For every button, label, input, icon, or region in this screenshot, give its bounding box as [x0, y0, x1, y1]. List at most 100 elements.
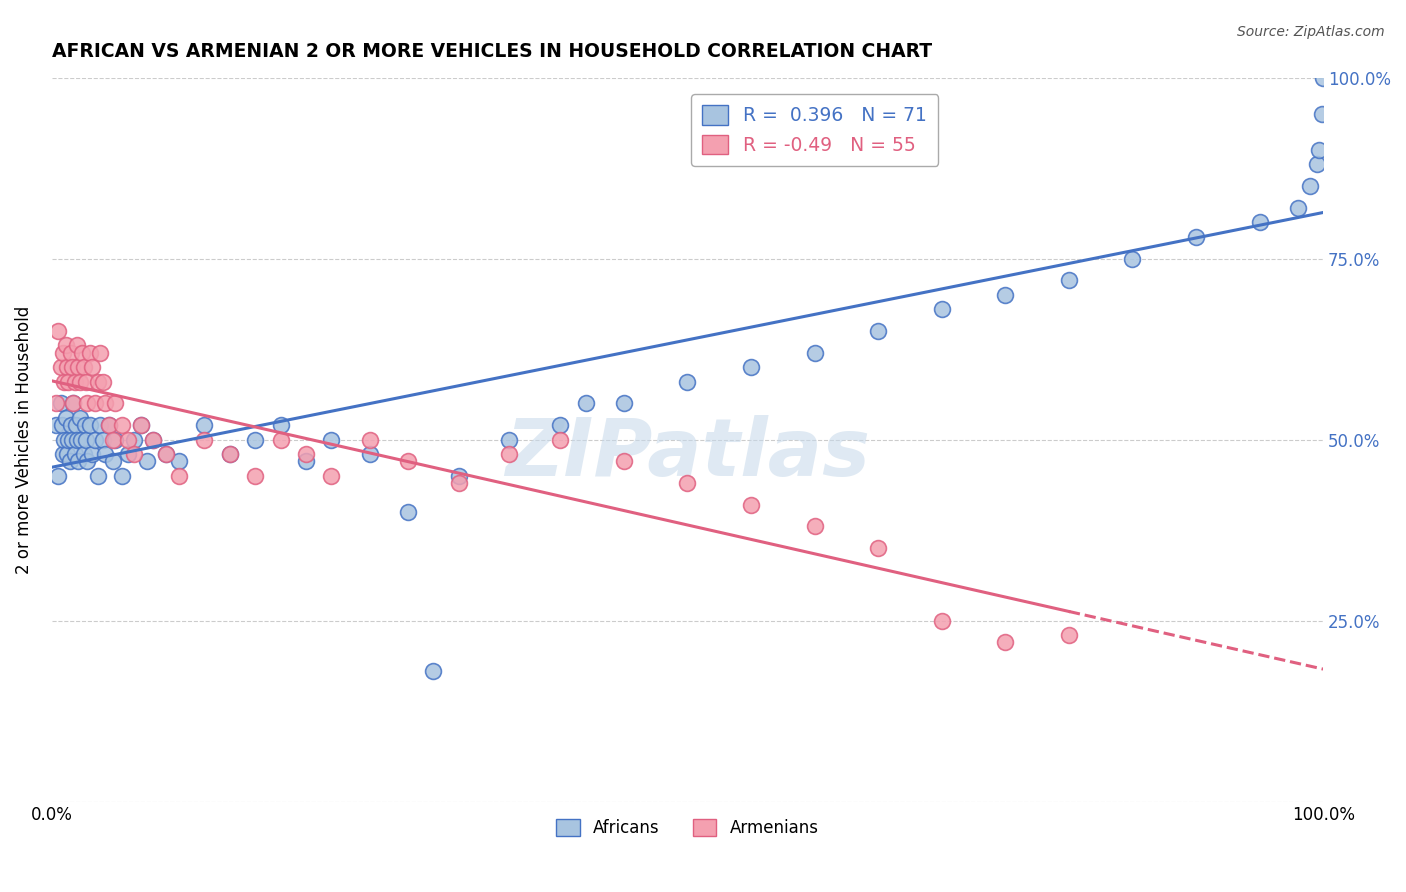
Point	[136, 454, 159, 468]
Text: AFRICAN VS ARMENIAN 2 OR MORE VEHICLES IN HOUSEHOLD CORRELATION CHART: AFRICAN VS ARMENIAN 2 OR MORE VEHICLES I…	[52, 42, 932, 61]
Point	[550, 418, 572, 433]
Point	[86, 375, 108, 389]
Point	[218, 447, 240, 461]
Point	[359, 447, 381, 461]
Point	[295, 447, 318, 461]
Point	[46, 324, 69, 338]
Point	[129, 418, 152, 433]
Point	[1308, 143, 1330, 157]
Point	[65, 418, 87, 433]
Point	[142, 433, 165, 447]
Point	[1312, 70, 1334, 85]
Point	[79, 418, 101, 433]
Point	[1286, 201, 1309, 215]
Point	[91, 433, 114, 447]
Point	[740, 498, 762, 512]
Point	[117, 433, 139, 447]
Point	[49, 360, 72, 375]
Point	[321, 433, 343, 447]
Point	[931, 302, 953, 317]
Point	[396, 454, 419, 468]
Point	[243, 433, 266, 447]
Point	[59, 418, 82, 433]
Point	[1185, 230, 1208, 244]
Point	[97, 418, 120, 433]
Point	[218, 447, 240, 461]
Point	[69, 410, 91, 425]
Point	[45, 418, 67, 433]
Point	[868, 324, 890, 338]
Point	[155, 447, 177, 461]
Point	[1310, 107, 1333, 121]
Point	[575, 396, 598, 410]
Point	[167, 468, 190, 483]
Point	[94, 396, 117, 410]
Point	[59, 345, 82, 359]
Point	[270, 433, 292, 447]
Point	[67, 454, 90, 468]
Point	[498, 447, 520, 461]
Point	[89, 345, 111, 359]
Point	[803, 345, 825, 359]
Point	[422, 665, 444, 679]
Point	[97, 418, 120, 433]
Point	[51, 418, 73, 433]
Point	[193, 418, 215, 433]
Point	[111, 418, 134, 433]
Point	[124, 433, 146, 447]
Point	[84, 433, 107, 447]
Point	[66, 338, 89, 352]
Point	[167, 454, 190, 468]
Point	[52, 447, 75, 461]
Point	[129, 418, 152, 433]
Point	[613, 454, 636, 468]
Point	[931, 614, 953, 628]
Point	[75, 433, 97, 447]
Point	[69, 375, 91, 389]
Point	[58, 375, 80, 389]
Point	[994, 287, 1017, 301]
Point	[72, 447, 94, 461]
Point	[243, 468, 266, 483]
Point	[58, 433, 80, 447]
Point	[53, 375, 76, 389]
Y-axis label: 2 or more Vehicles in Household: 2 or more Vehicles in Household	[15, 305, 32, 574]
Point	[55, 410, 77, 425]
Point	[270, 418, 292, 433]
Point	[142, 433, 165, 447]
Point	[1057, 628, 1080, 642]
Point	[550, 433, 572, 447]
Point	[676, 476, 699, 491]
Point	[117, 447, 139, 461]
Point	[1249, 215, 1271, 229]
Point	[63, 375, 86, 389]
Point	[70, 433, 93, 447]
Point	[498, 433, 520, 447]
Point	[868, 541, 890, 556]
Point	[86, 468, 108, 483]
Legend: Africans, Armenians: Africans, Armenians	[550, 813, 825, 844]
Point	[1057, 273, 1080, 287]
Point	[1299, 179, 1322, 194]
Point	[124, 447, 146, 461]
Text: Source: ZipAtlas.com: Source: ZipAtlas.com	[1237, 25, 1385, 39]
Point	[1121, 252, 1143, 266]
Point	[62, 396, 84, 410]
Point	[76, 454, 98, 468]
Point	[76, 396, 98, 410]
Point	[84, 396, 107, 410]
Point	[49, 396, 72, 410]
Point	[66, 433, 89, 447]
Point	[82, 360, 104, 375]
Point	[46, 468, 69, 483]
Point	[94, 447, 117, 461]
Point	[111, 468, 134, 483]
Point	[56, 447, 79, 461]
Point	[62, 396, 84, 410]
Text: ZIPatlas: ZIPatlas	[505, 415, 870, 493]
Point	[447, 468, 470, 483]
Point	[295, 454, 318, 468]
Point	[52, 345, 75, 359]
Point	[447, 476, 470, 491]
Point	[101, 433, 124, 447]
